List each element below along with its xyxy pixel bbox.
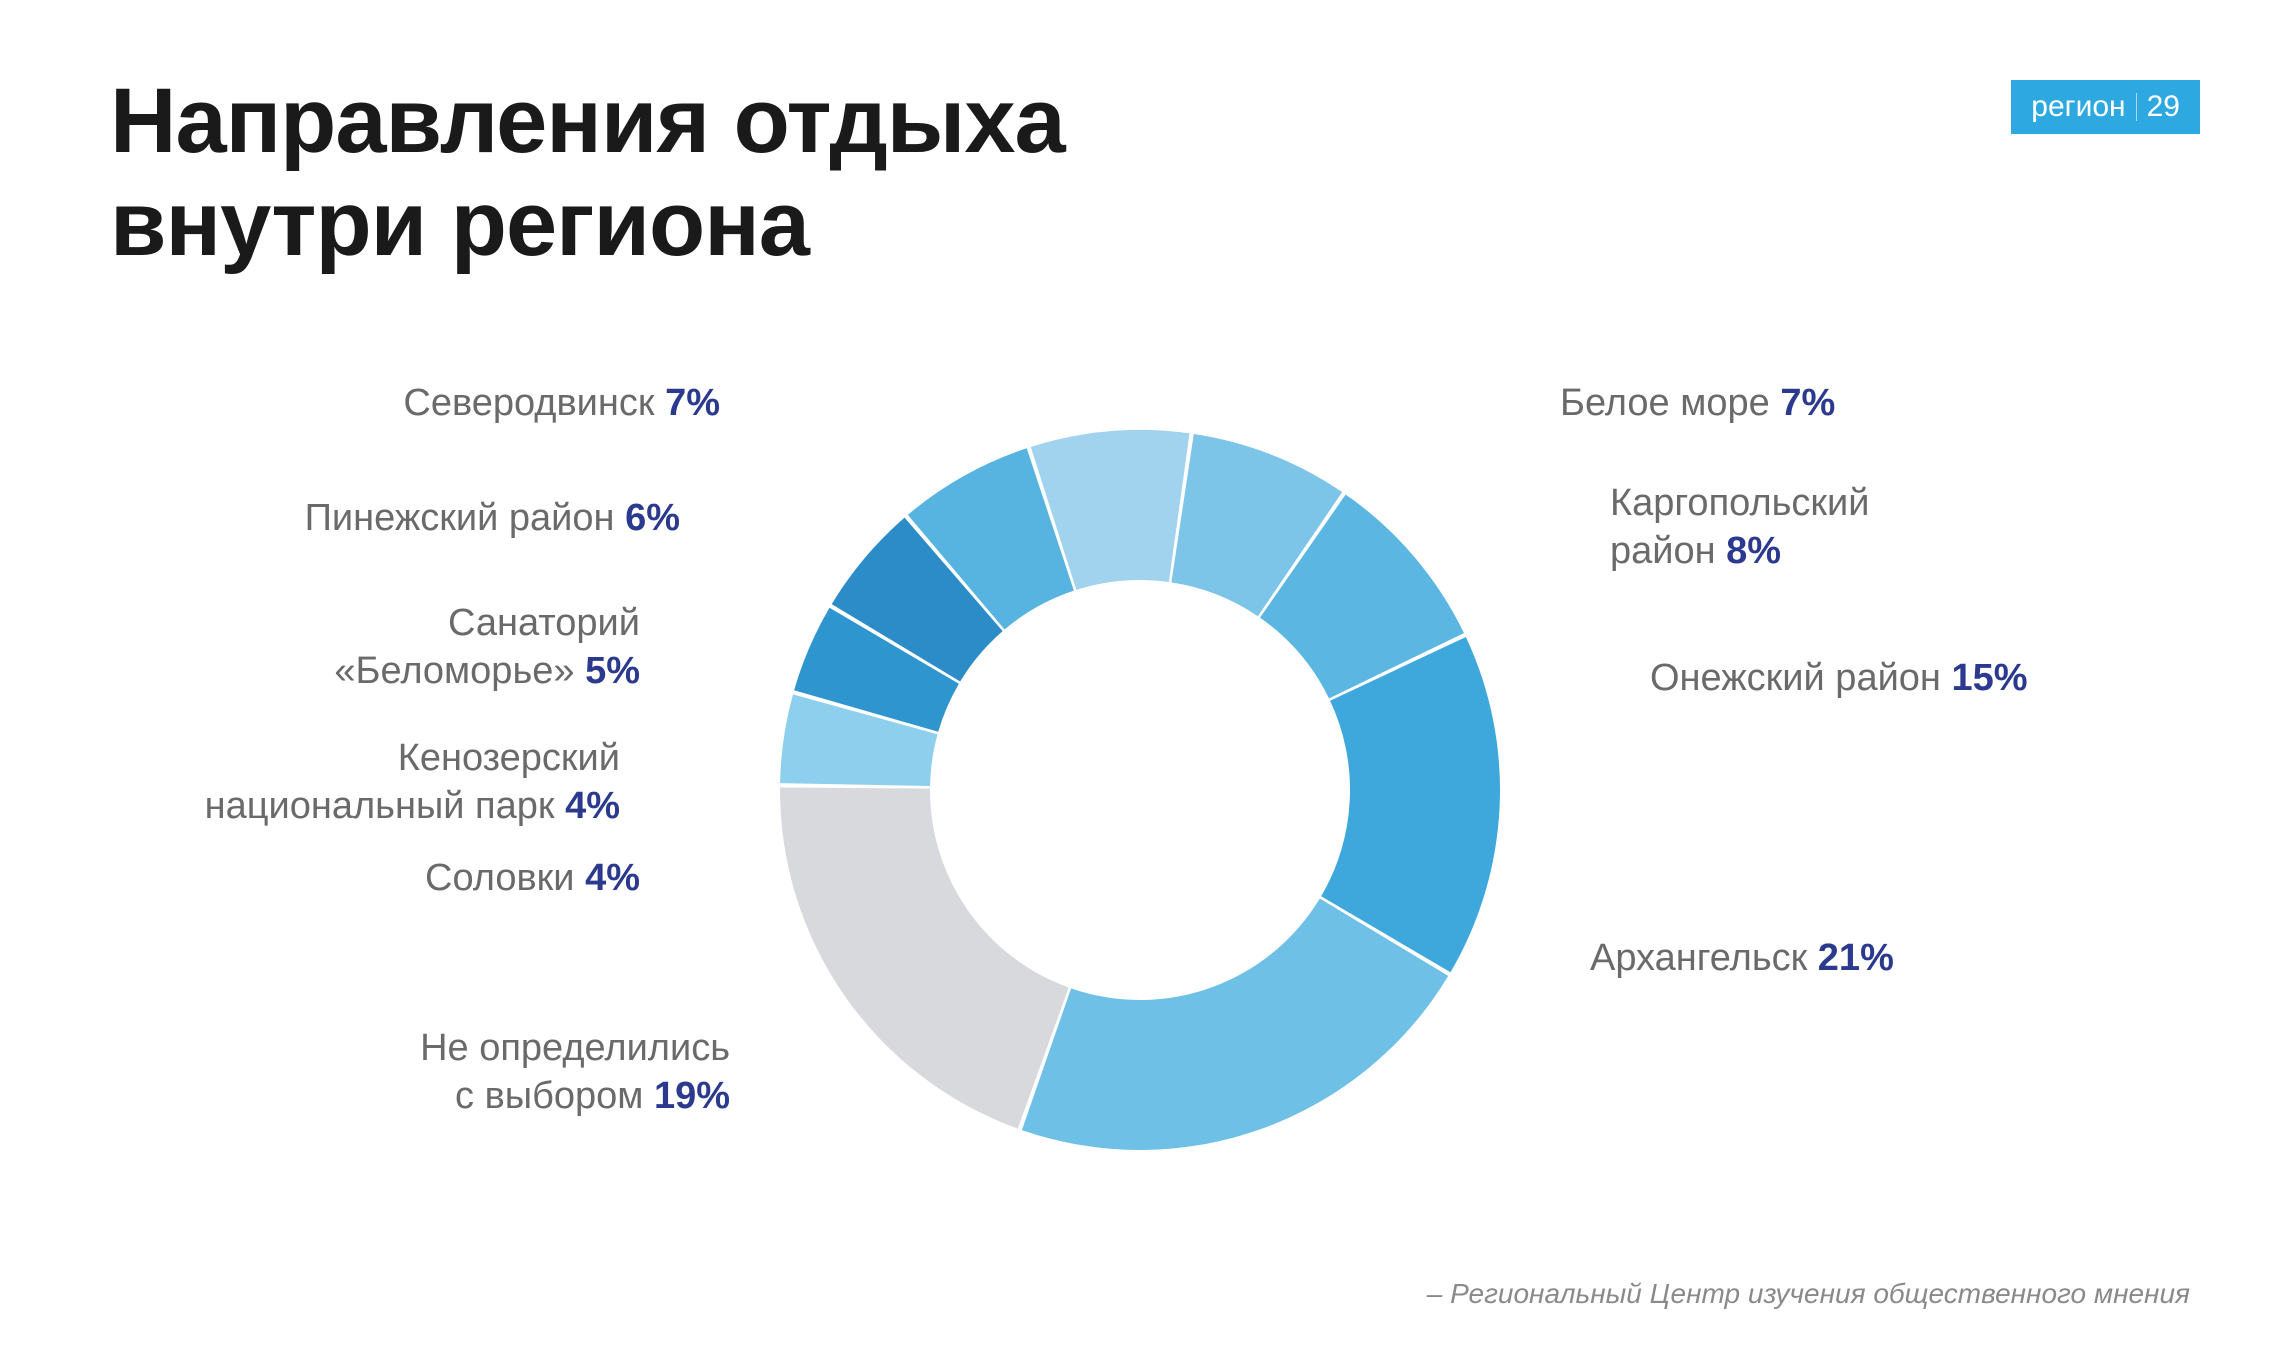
- title-line-1: Направления отдыха: [110, 70, 1065, 172]
- logo-divider: [2136, 93, 2137, 121]
- source-attribution: – Региональный Центр изучения общественн…: [1427, 1278, 2190, 1310]
- chart-title: Направления отдыха внутри региона: [110, 70, 1065, 276]
- donut-slice: [780, 787, 1069, 1128]
- chart-label: Пинежский район 6%: [305, 495, 680, 543]
- chart-label: Северодвинск 7%: [403, 380, 720, 428]
- donut-slice: [1022, 898, 1448, 1150]
- chart-label: Не определилисьс выбором 19%: [420, 1025, 730, 1120]
- donut-svg: [760, 410, 1520, 1170]
- chart-label: Онежский район 15%: [1650, 655, 2028, 703]
- chart-label: Каргопольскийрайон 8%: [1610, 480, 1870, 575]
- chart-label: Архангельск 21%: [1590, 935, 1894, 983]
- logo-badge: регион 29: [2011, 80, 2200, 134]
- chart-label: Санаторий«Беломорье» 5%: [334, 600, 640, 695]
- chart-label: Белое море 7%: [1560, 380, 1835, 428]
- logo-number: 29: [2147, 90, 2180, 124]
- logo-text: регион: [2031, 90, 2125, 124]
- title-line-2: внутри региона: [110, 173, 809, 275]
- chart-label: Кенозерскийнациональный парк 4%: [205, 735, 620, 830]
- chart-label: Соловки 4%: [425, 855, 640, 903]
- donut-chart: [760, 410, 1520, 1170]
- chart-container: Направления отдыха внутри региона регион…: [0, 0, 2280, 1370]
